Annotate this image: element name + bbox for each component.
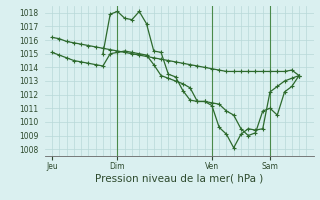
X-axis label: Pression niveau de la mer( hPa ): Pression niveau de la mer( hPa ) xyxy=(95,173,263,183)
